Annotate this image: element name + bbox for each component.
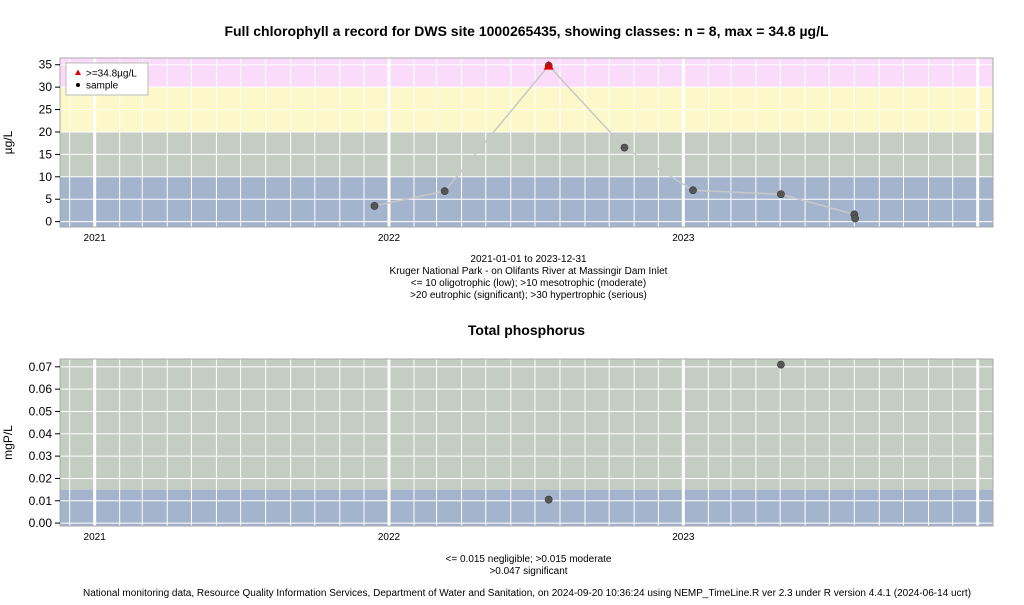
x-tick-label: 2021 (84, 233, 107, 244)
sample-point (544, 495, 553, 504)
chart-note: 2021-01-01 to 2023-12-31 (470, 254, 587, 265)
sample-point (851, 214, 860, 223)
y-tick-label: 0.04 (29, 427, 53, 441)
chart-note: >20 eutrophic (significant); >30 hypertr… (410, 290, 647, 301)
chart-note: >0.047 significant (489, 566, 567, 577)
class-band (60, 176, 993, 227)
chart-note: <= 10 oligotrophic (low); >10 mesotrophi… (411, 278, 646, 289)
y-tick-label: 0.07 (29, 360, 53, 374)
series-line (374, 64, 856, 219)
legend-circle-marker (76, 83, 80, 87)
x-tick-label: 2022 (378, 532, 401, 543)
x-tick-label: 2023 (672, 532, 695, 543)
sample-point (777, 360, 785, 369)
y-tick-label: 25 (39, 103, 53, 117)
chart-panel-1: Full chlorophyll a record for DWS site 1… (1, 23, 994, 301)
legend-box (65, 62, 149, 96)
max-point (543, 60, 554, 70)
y-tick-label: 0.01 (29, 494, 53, 508)
legend-label: sample (86, 81, 119, 92)
y-tick-label: 35 (39, 58, 53, 72)
chart-note: <= 0.015 negligible; >0.015 moderate (446, 554, 612, 565)
sample-point (440, 187, 449, 196)
y-axis-label: µg/L (1, 130, 15, 154)
plot-border (59, 358, 994, 527)
y-tick-label: 20 (39, 125, 53, 139)
x-tick-label: 2023 (672, 233, 695, 244)
y-tick-label: 30 (39, 80, 53, 94)
y-axis-label: mgP/L (1, 425, 15, 460)
y-tick-label: 5 (45, 192, 52, 206)
footer-credit: National monitoring data, Resource Quali… (83, 588, 971, 599)
chart-title: Total phosphorus (468, 322, 585, 338)
class-band (60, 359, 993, 490)
y-tick-label: 0.00 (29, 516, 53, 530)
sample-point (620, 143, 629, 152)
chart-note: Kruger National Park - on Olifants River… (390, 266, 668, 277)
plot-border (59, 57, 994, 228)
x-tick-label: 2021 (84, 532, 107, 543)
sample-point (689, 186, 697, 195)
y-tick-label: 0.03 (29, 449, 53, 463)
y-tick-label: 0.06 (29, 382, 53, 396)
class-band (60, 58, 993, 88)
y-tick-label: 0 (45, 215, 52, 229)
x-tick-label: 2022 (378, 233, 401, 244)
y-tick-label: 10 (39, 170, 53, 184)
chart-title: Full chlorophyll a record for DWS site 1… (224, 23, 829, 39)
y-tick-label: 15 (39, 147, 53, 161)
legend-label: >=34.8µg/L (86, 69, 137, 80)
chart-panel-2: Total phosphorus 0.00 0.01 0.02 0.03 0.04 0.05… (1, 322, 994, 577)
class-band (60, 489, 993, 526)
legend-triangle-marker (75, 69, 81, 75)
sample-point (370, 202, 379, 210)
y-tick-label: 0.02 (29, 471, 53, 485)
sample-point (777, 190, 785, 199)
y-tick-label: 0.05 (29, 404, 53, 418)
